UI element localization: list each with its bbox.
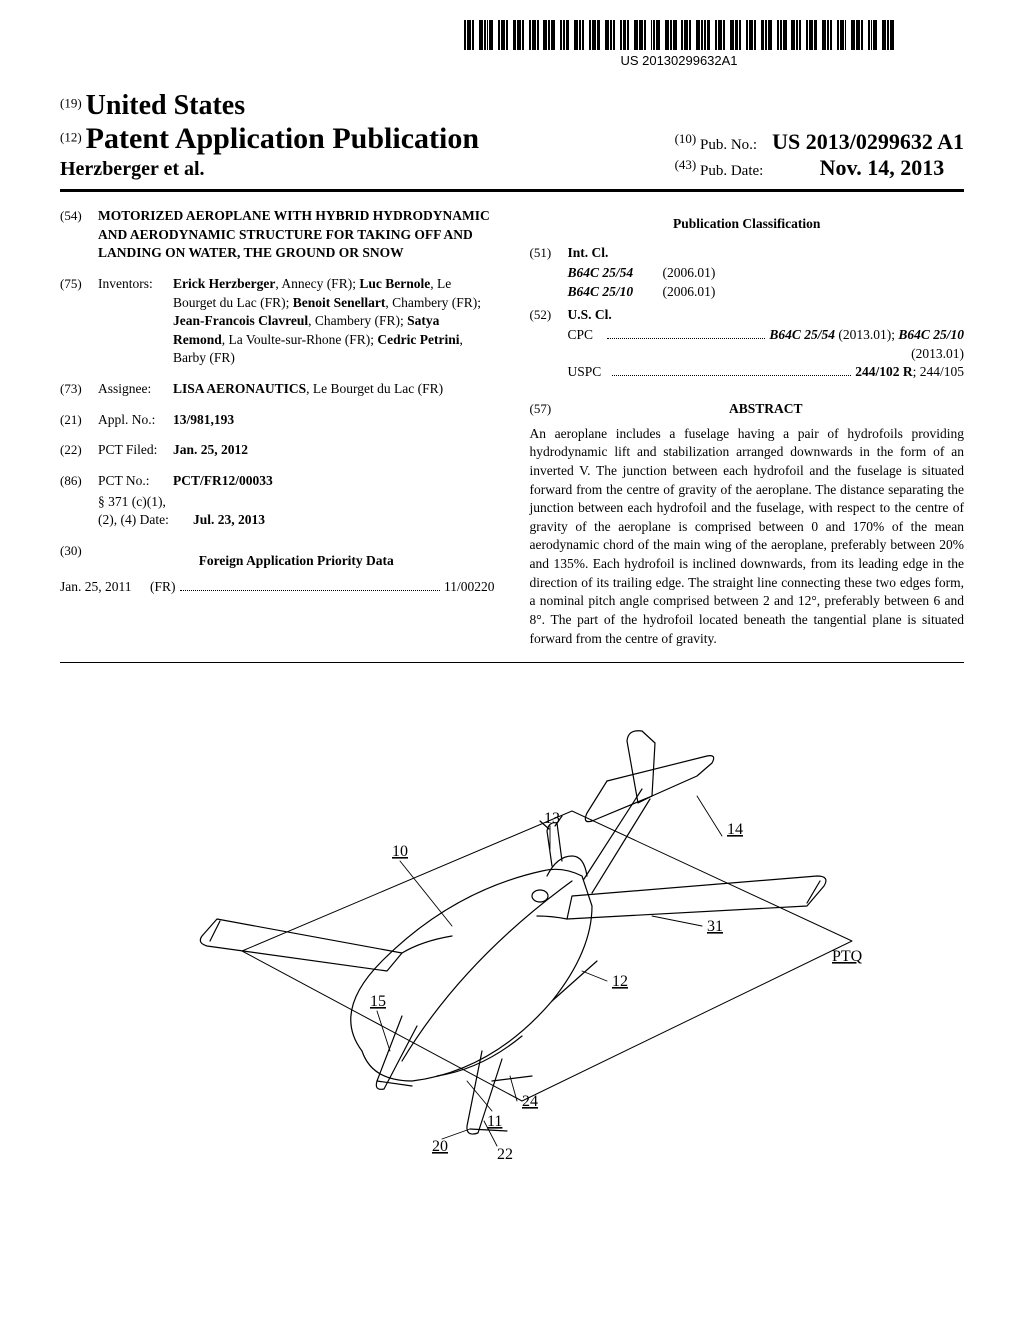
intcl-year-0: (2006.01) [663, 264, 716, 283]
barcode-text: US 20130299632A1 [464, 53, 894, 68]
intcl-code-1: B64C 25/10 [568, 283, 663, 302]
pctno-inid: (86) [60, 472, 98, 491]
publication-number: US 2013/0299632 A1 [772, 129, 964, 154]
pctno-label: PCT No.: [98, 472, 173, 491]
barcode-graphic [464, 20, 894, 50]
pubtype-code: (12) [60, 130, 82, 145]
foreign-priority-country: (FR) [150, 578, 176, 597]
fig-label-ptq: PTQ [832, 948, 863, 965]
assignee-label: Assignee: [98, 380, 173, 399]
country-name: United States [86, 90, 245, 121]
inventors-list: Erick Herzberger, Annecy (FR); Luc Berno… [173, 275, 495, 368]
assignee-inid: (73) [60, 380, 98, 399]
fig-label-15: 15 [370, 993, 386, 1010]
pctfiled-inid: (22) [60, 441, 98, 460]
pct-371-section: § 371 (c)(1), [98, 493, 495, 512]
pubdate-inid: (43) [675, 157, 697, 172]
foreign-priority-heading: Foreign Application Priority Data [98, 552, 495, 571]
abstract-heading: ABSTRACT [729, 401, 803, 416]
pct-filed-date: Jan. 25, 2012 [173, 442, 248, 457]
foreign-inid: (30) [60, 542, 98, 579]
country-code: (19) [60, 96, 82, 111]
fig-label-10: 10 [392, 843, 408, 860]
document-header: (19) United States (12) Patent Applicati… [60, 90, 964, 192]
fig-label-22: 22 [497, 1146, 513, 1163]
pctfiled-label: PCT Filed: [98, 441, 173, 460]
fig-label-24: 24 [522, 1093, 538, 1110]
bibliographic-columns: (54) MOTORIZED AEROPLANE WITH HYBRID HYD… [60, 207, 964, 663]
cpc-value: B64C 25/54 (2013.01); B64C 25/10 [769, 326, 964, 345]
uscl-inid: (52) [530, 306, 568, 325]
abstract-text: An aeroplane includes a fuselage having … [530, 425, 965, 649]
right-column: Publication Classification (51) Int. Cl.… [530, 207, 965, 648]
applno-label: Appl. No.: [98, 411, 173, 430]
uspc-label: USPC [568, 363, 608, 382]
fig-label-13: 13 [544, 810, 560, 827]
fig-label-14: 14 [727, 821, 743, 838]
intcl-label: Int. Cl. [568, 245, 609, 260]
cpc-year-tail: (2013.01) [911, 345, 964, 364]
foreign-priority-date: Jan. 25, 2011 [60, 578, 150, 597]
foreign-priority-number: 11/00220 [444, 578, 495, 597]
dotted-leader [612, 364, 852, 376]
patent-figure: 10 13 14 31 PTQ 12 15 11 24 20 22 [60, 681, 964, 1176]
uspc-value: 244/102 R; 244/105 [855, 363, 964, 382]
dotted-leader [607, 327, 766, 339]
inventors-inid: (75) [60, 275, 98, 368]
fig-label-31: 31 [707, 918, 723, 935]
abstract-inid: (57) [530, 400, 568, 419]
intcl-code-0: B64C 25/54 [568, 264, 663, 283]
fig-label-20: 20 [432, 1138, 448, 1155]
pct-371-date-label: (2), (4) Date: [98, 511, 193, 530]
pubdate-label: Pub. Date: [700, 163, 763, 179]
fig-label-11: 11 [487, 1113, 502, 1130]
left-column: (54) MOTORIZED AEROPLANE WITH HYBRID HYD… [60, 207, 495, 648]
title-inid: (54) [60, 207, 98, 263]
intcl-inid: (51) [530, 244, 568, 263]
inventors-label: Inventors: [98, 275, 173, 368]
aeroplane-drawing: 10 13 14 31 PTQ 12 15 11 24 20 22 [152, 681, 872, 1171]
pubno-label: Pub. No.: [700, 137, 757, 153]
barcode-block: US 20130299632A1 [464, 20, 894, 68]
uscl-label: U.S. Cl. [568, 307, 612, 322]
applno-inid: (21) [60, 411, 98, 430]
intcl-year-1: (2006.01) [663, 283, 716, 302]
pct-number: PCT/FR12/00033 [173, 473, 273, 488]
classification-heading: Publication Classification [530, 215, 965, 234]
cpc-label: CPC [568, 326, 603, 345]
dotted-leader [180, 579, 440, 591]
fig-label-12: 12 [612, 973, 628, 990]
author-line: Herzberger et al. [60, 158, 479, 181]
publication-date: Nov. 14, 2013 [820, 155, 945, 180]
assignee-value: LISA AERONAUTICS, Le Bourget du Lac (FR) [173, 380, 495, 399]
pct-371-date: Jul. 23, 2013 [193, 512, 265, 527]
application-number: 13/981,193 [173, 412, 234, 427]
publication-type: Patent Application Publication [86, 122, 479, 155]
invention-title: MOTORIZED AEROPLANE WITH HYBRID HYDRODYN… [98, 207, 495, 263]
pubno-inid: (10) [675, 131, 697, 146]
